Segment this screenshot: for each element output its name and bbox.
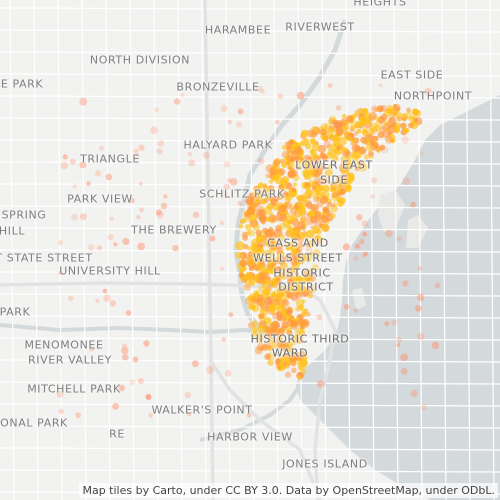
map-attribution: Map tiles by Carto, under CC BY 3.0. Dat… xyxy=(79,483,498,498)
kinnickinnic-river xyxy=(199,383,302,442)
menomonee-river xyxy=(0,323,263,335)
harbor-piers xyxy=(352,190,428,310)
lake-michigan xyxy=(296,95,500,500)
heat-points xyxy=(56,83,441,419)
